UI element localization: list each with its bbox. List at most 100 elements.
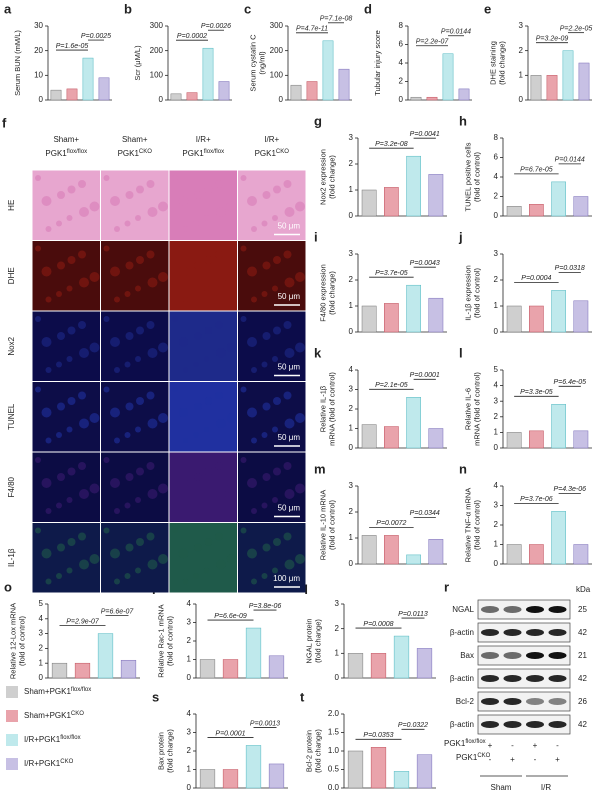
legend-label: I/R+PGK1CKO [24,759,74,769]
tissue-texture [146,180,155,188]
bar [562,50,574,101]
bar [202,47,214,101]
tissue-texture [261,573,268,579]
legend-label-main: Sham+PGK1 [24,687,71,696]
micrograph [101,170,169,240]
tissue-texture [158,554,168,564]
bar [506,544,522,565]
tissue-texture [41,548,52,559]
y-axis-label: mRNA (fold of control) [327,372,336,446]
y-axis-label: Relative TNF-α mRNA [463,488,472,563]
panel-letter: i [314,229,318,244]
y-tick-label: 2 [349,275,354,284]
y-tick-label: 0 [494,443,499,452]
tissue-texture [240,386,247,393]
genotype-label-sup: flox/flox [465,739,485,745]
y-tick-label: 5 [39,599,44,608]
p-value: P=0.0144 [555,157,585,164]
row-label: HE [7,200,16,211]
y-tick-label: 300 [150,21,164,30]
tissue-texture [216,277,226,288]
tissue-texture [45,508,52,514]
tissue-texture [193,220,199,227]
legend-label: I/R+PGK1flox/flox [24,735,81,745]
tissue-texture [203,426,210,433]
y-tick-label: 0 [187,783,192,792]
y-tick-label: 1 [349,301,354,310]
micrograph [101,452,169,522]
y-tick-label: 0 [349,559,354,568]
genotype-label-main: PGK1 [456,753,478,762]
tissue-texture [240,245,247,252]
tissue-texture [262,191,271,199]
tissue-texture [35,527,41,534]
p-value: P=6.4e-05 [554,379,587,386]
panel-letter: k [314,345,322,360]
column-header-main: PGK1 [182,149,204,158]
blot-band [503,629,522,636]
y-axis-label: (ng/ml) [257,51,266,75]
y-axis-label: Tubular injury score [373,30,382,96]
bar [578,62,590,101]
bar [506,206,522,217]
genotype-sign: - [556,741,559,750]
bar [222,769,239,789]
blot-band [481,675,499,682]
tissue-texture [35,457,41,463]
bar [370,653,387,679]
y-tick-label: 1 [494,301,499,310]
p-value: P=4.7e-11 [296,26,328,33]
y-tick-label: 4 [399,58,404,67]
tissue-texture [204,326,213,335]
bar [322,40,334,101]
row-label: F4/80 [7,476,16,497]
blot-band [503,721,522,728]
tissue-texture [216,207,226,217]
scale-label: 50 μm [278,363,301,372]
tissue-texture [203,356,210,362]
tissue-texture [158,483,168,494]
tissue-texture [56,291,62,297]
tissue-texture [147,559,158,570]
bar [245,627,262,679]
tissue-texture [178,337,189,347]
bar [406,554,421,565]
y-tick-label: 3 [349,249,354,258]
y-tick-label: 2 [39,644,44,653]
y-tick-label: 2 [187,636,192,645]
blot-band [481,606,499,613]
y-axis-label: Bax protein [156,732,165,770]
tissue-texture [41,196,52,206]
y-tick-label: 200 [270,46,284,55]
y-axis-label: F4/80 expression [318,264,327,322]
panel-letter: a [4,1,12,16]
tissue-texture [79,559,89,570]
p-value: P=6.6e-09 [214,613,247,620]
tissue-texture [251,508,257,514]
genotype-sign: + [510,755,515,764]
tissue-texture [57,191,65,199]
y-tick-label: 3 [349,385,354,394]
p-value: P=0.0113 [398,611,428,618]
tissue-texture [110,478,120,488]
tissue-texture [66,285,73,292]
tissue-texture [89,201,100,212]
tissue-texture [193,432,199,438]
tissue-texture [216,418,226,429]
p-value: P=3.2e-09 [536,36,569,43]
bar [370,747,387,789]
micrograph [32,170,100,240]
p-value: P=0.0322 [398,722,428,729]
legend-swatch [6,710,18,722]
bar [361,424,377,449]
y-tick-label: 1 [494,428,499,437]
bar [268,763,285,789]
tissue-texture [35,175,41,181]
band-label: β-actin [450,628,474,637]
tissue-texture [226,483,237,494]
bar [290,84,302,101]
blot-band [548,629,567,636]
bar [529,430,544,449]
tissue-texture [136,467,144,476]
